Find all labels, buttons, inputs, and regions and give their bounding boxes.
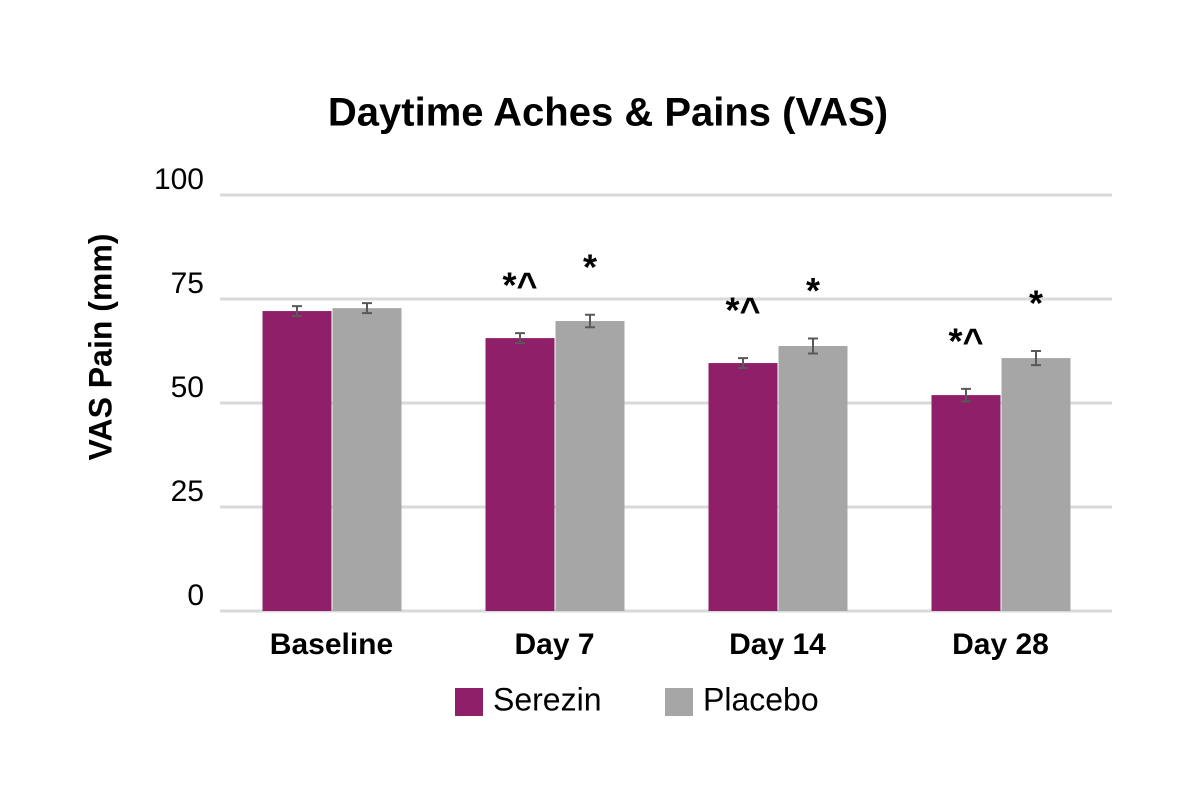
y-tick-label: 75 bbox=[171, 267, 204, 300]
error-bar bbox=[738, 357, 748, 370]
annotation: * bbox=[1029, 283, 1043, 324]
error-bar bbox=[292, 305, 302, 318]
y-tick-label: 0 bbox=[187, 579, 204, 612]
bar bbox=[555, 321, 625, 611]
chart-title: Daytime Aches & Pains (VAS) bbox=[328, 91, 888, 135]
bar bbox=[778, 346, 848, 611]
bar bbox=[1001, 358, 1071, 611]
y-tick-label: 50 bbox=[171, 371, 204, 404]
bar bbox=[485, 338, 555, 611]
x-tick-label: Day 7 bbox=[514, 628, 594, 661]
bar bbox=[708, 363, 778, 611]
x-tick-label: Day 14 bbox=[729, 628, 826, 661]
legend-swatch bbox=[665, 688, 693, 716]
y-tick-label: 100 bbox=[154, 163, 204, 196]
annotation: *^ bbox=[725, 290, 760, 331]
annotation: *^ bbox=[948, 320, 983, 361]
legend-label: Placebo bbox=[703, 681, 819, 717]
y-axis-label: VAS Pain (mm) bbox=[82, 234, 118, 461]
legend-swatch bbox=[455, 688, 483, 716]
error-bar bbox=[808, 337, 818, 355]
error-bar bbox=[362, 302, 372, 315]
error-bar bbox=[585, 313, 595, 329]
annotation: * bbox=[583, 246, 597, 287]
legend-label: Serezin bbox=[493, 681, 602, 717]
bar bbox=[332, 308, 402, 611]
error-bar bbox=[961, 387, 971, 403]
annotation: *^ bbox=[502, 265, 537, 306]
x-tick-label: Day 28 bbox=[952, 628, 1049, 661]
bar bbox=[931, 395, 1001, 611]
annotation: * bbox=[806, 270, 820, 311]
x-tick-label: Baseline bbox=[270, 628, 393, 661]
error-bar bbox=[1031, 350, 1041, 367]
y-tick-label: 25 bbox=[171, 475, 204, 508]
bar bbox=[262, 311, 332, 611]
error-bar bbox=[515, 332, 525, 345]
